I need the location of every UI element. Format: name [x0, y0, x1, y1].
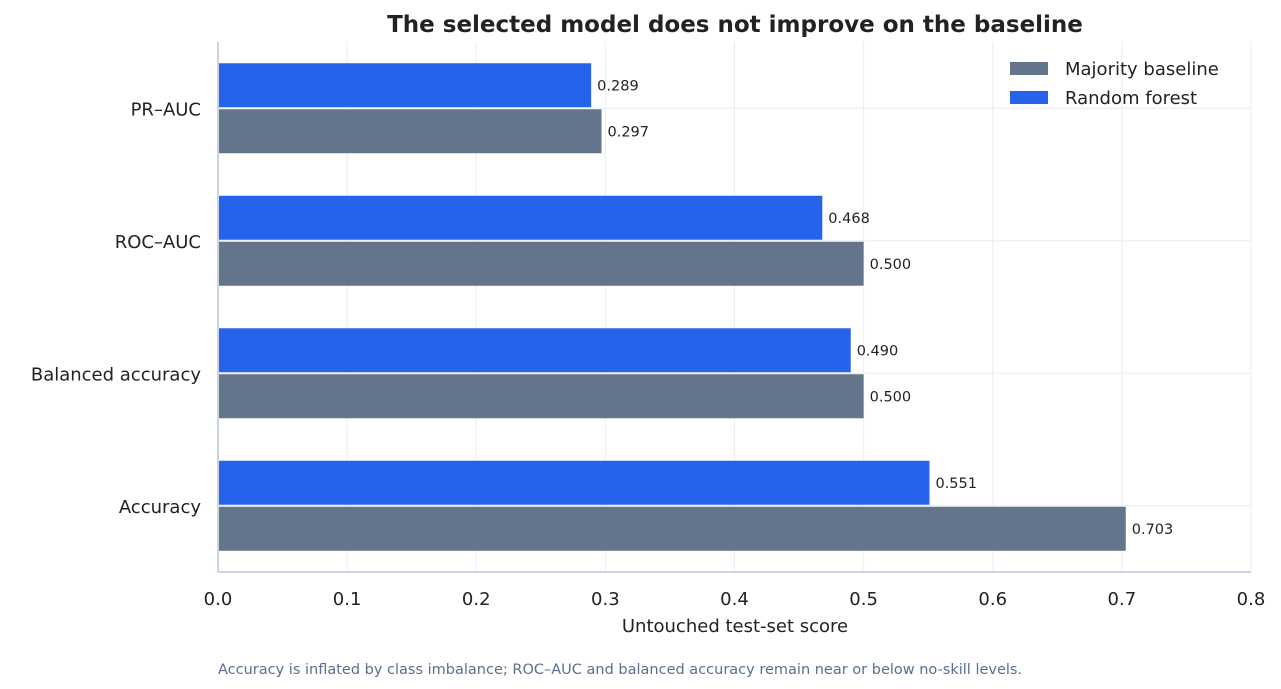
x-tick-label: 0.8 — [1237, 589, 1266, 610]
legend-swatch — [1010, 62, 1048, 75]
bar-baseline-balanced-accuracy — [218, 374, 864, 419]
x-tick-label: 0.2 — [462, 589, 491, 610]
data-label: 0.500 — [870, 257, 912, 273]
grid — [218, 42, 1252, 572]
legend: Majority baseline Random forest — [1010, 59, 1219, 109]
bars: 0.703 0.551 0.500 0.490 0.500 0.468 0.297 0.289 — [218, 63, 1173, 551]
x-tick-label: 0.0 — [204, 589, 233, 610]
y-tick-label: ROC–AUC — [115, 232, 201, 253]
x-tick-label: 0.4 — [720, 589, 749, 610]
x-tick-label: 0.3 — [591, 589, 620, 610]
axes: Accuracy Balanced accuracy ROC–AUC PR–AUC 0.… — [31, 42, 1265, 610]
legend-label: Random forest — [1065, 88, 1197, 109]
x-tick-label: 0.1 — [333, 589, 362, 610]
x-tick-label: 0.7 — [1108, 589, 1137, 610]
data-label: 0.500 — [870, 389, 912, 405]
data-label: 0.703 — [1132, 522, 1174, 538]
bar-baseline-roc-auc — [218, 241, 864, 286]
chart-caption: Accuracy is inflated by class imbalance;… — [218, 662, 1022, 678]
bar-random-forest-balanced-accuracy — [218, 328, 851, 373]
bar-random-forest-roc-auc — [218, 195, 823, 240]
data-label: 0.490 — [857, 343, 899, 359]
y-tick-label: Accuracy — [119, 497, 202, 518]
data-label: 0.551 — [935, 476, 977, 492]
bar-random-forest-pr-auc — [218, 63, 592, 108]
data-label: 0.289 — [597, 78, 639, 94]
chart-title: The selected model does not improve on t… — [387, 12, 1083, 38]
x-axis-label: Untouched test-set score — [622, 616, 848, 637]
data-label: 0.468 — [828, 211, 870, 227]
data-label: 0.297 — [608, 124, 650, 140]
x-tick-label: 0.5 — [849, 589, 878, 610]
y-tick-label: PR–AUC — [131, 99, 201, 120]
bar-baseline-pr-auc — [218, 109, 602, 154]
bar-random-forest-accuracy — [218, 460, 930, 505]
x-tick-label: 0.6 — [978, 589, 1007, 610]
legend-label: Majority baseline — [1065, 59, 1219, 80]
legend-swatch — [1010, 91, 1048, 104]
bar-baseline-accuracy — [218, 506, 1126, 551]
y-tick-label: Balanced accuracy — [31, 364, 201, 385]
